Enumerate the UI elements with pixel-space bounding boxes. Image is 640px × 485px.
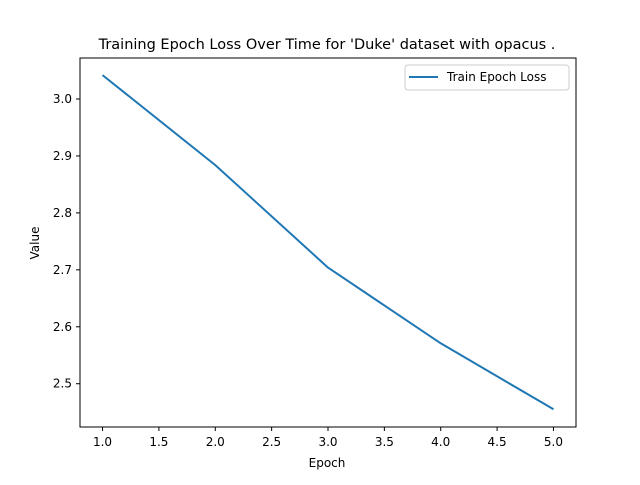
x-tick-label: 2.0: [206, 435, 225, 449]
y-tick-label: 2.8: [53, 206, 72, 220]
x-tick-label: 4.5: [488, 435, 507, 449]
x-tick-label: 2.5: [262, 435, 281, 449]
x-axis-label: Epoch: [309, 456, 346, 470]
x-tick-label: 5.0: [544, 435, 563, 449]
chart-title: Training Epoch Loss Over Time for 'Duke'…: [98, 37, 556, 53]
x-tick-label: 1.5: [149, 435, 168, 449]
x-tick-label: 1.0: [93, 435, 112, 449]
y-tick-label: 2.9: [53, 149, 72, 163]
y-axis-label: Value: [28, 227, 42, 260]
y-tick-label: 2.5: [53, 377, 72, 391]
x-tick-label: 3.0: [318, 435, 337, 449]
y-tick-label: 2.7: [53, 263, 72, 277]
y-tick-label: 3.0: [53, 92, 72, 106]
x-tick-label: 3.5: [375, 435, 394, 449]
legend-label: Train Epoch Loss: [446, 70, 547, 84]
legend: Train Epoch Loss: [405, 65, 569, 90]
x-tick-label: 4.0: [431, 435, 450, 449]
y-tick-label: 2.6: [53, 320, 72, 334]
